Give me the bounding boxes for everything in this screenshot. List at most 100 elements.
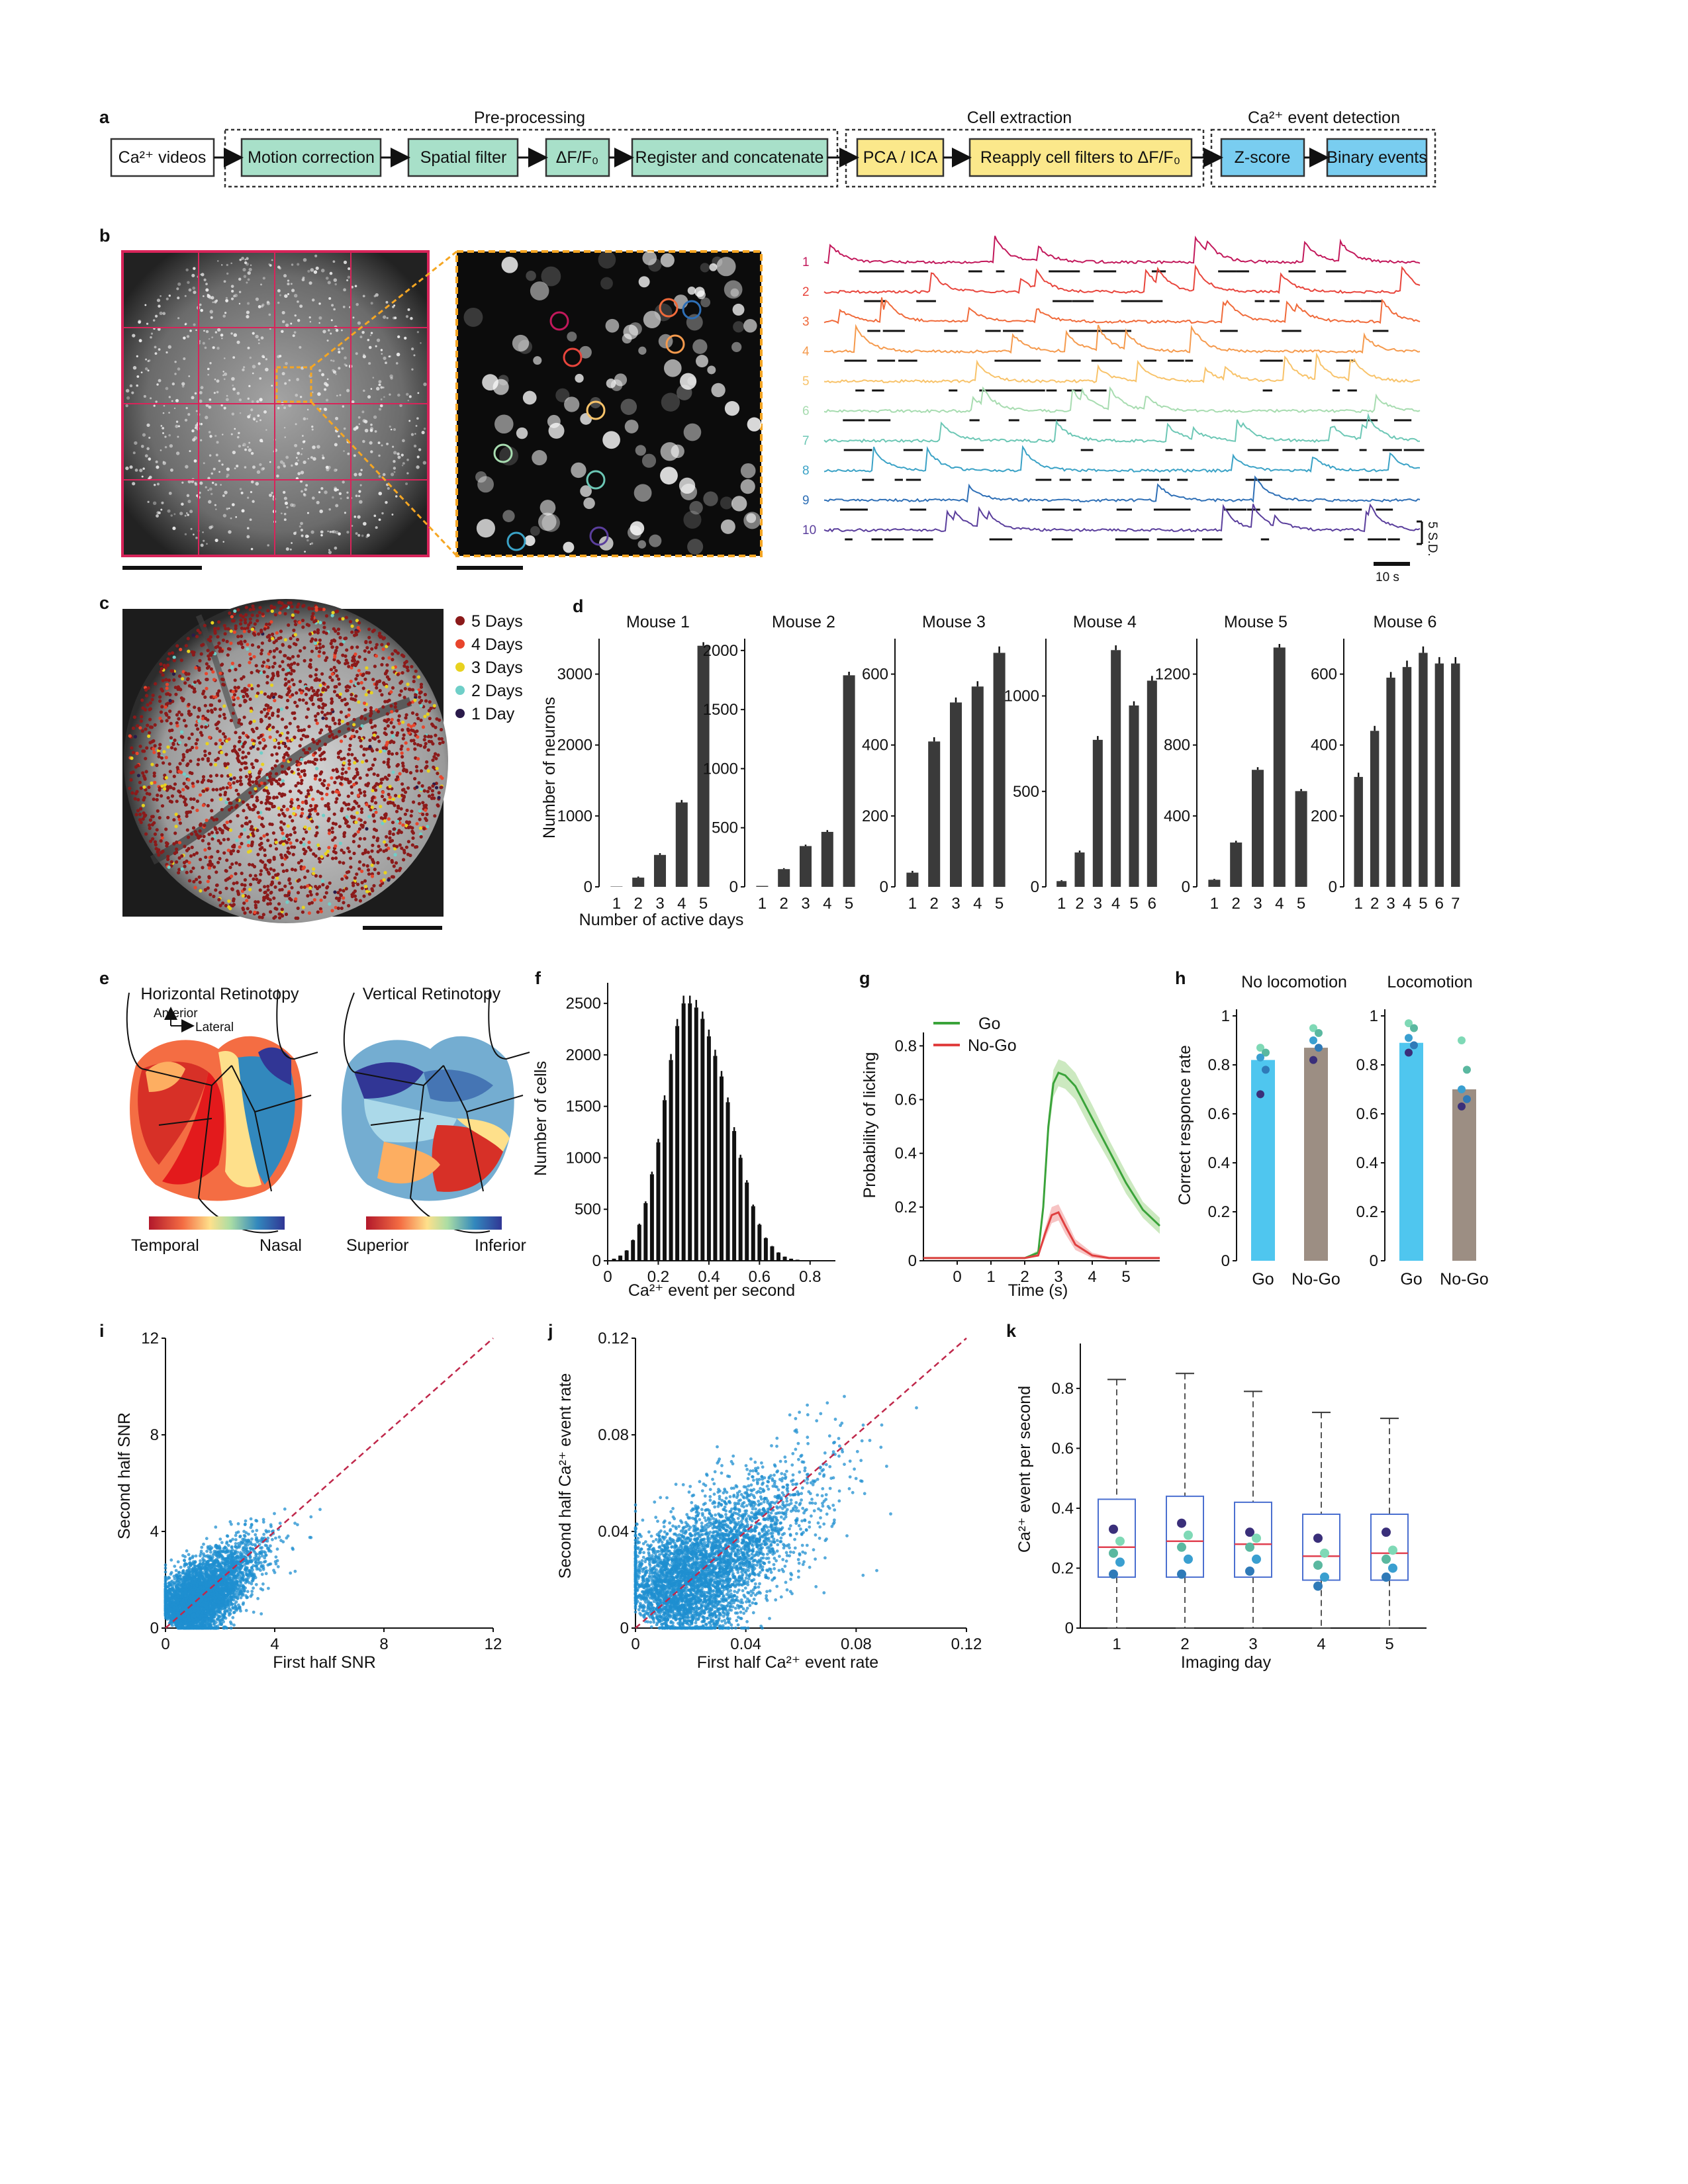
cell-dot bbox=[282, 822, 286, 826]
histogram-bar bbox=[789, 1258, 794, 1261]
cell-dot bbox=[407, 687, 411, 691]
f-y-axis-label: Number of cells bbox=[532, 1061, 550, 1176]
cell-dot bbox=[224, 886, 228, 890]
cell-dot bbox=[424, 742, 428, 746]
zoomed-cell bbox=[709, 263, 718, 271]
x-tick-label: 5 bbox=[1129, 895, 1138, 913]
cell-dot bbox=[170, 746, 174, 750]
cell-dot bbox=[220, 751, 224, 754]
cell-dot bbox=[371, 843, 375, 847]
fov-cell-dot bbox=[379, 404, 383, 408]
cell-dot bbox=[299, 814, 303, 818]
y-tick-label: 600 bbox=[1311, 666, 1337, 684]
cell-dot bbox=[234, 750, 238, 754]
zoomed-cell bbox=[724, 280, 743, 299]
cell-dot bbox=[130, 746, 134, 750]
cell-dot bbox=[404, 716, 408, 720]
cell-dot bbox=[287, 766, 291, 770]
cbar-inferior-label: Inferior bbox=[475, 1236, 526, 1255]
fov-cell-dot bbox=[269, 264, 272, 267]
cell-dot bbox=[222, 851, 226, 855]
cell-dot bbox=[378, 689, 382, 693]
cell-dot bbox=[277, 806, 281, 810]
cell-dot bbox=[374, 788, 378, 792]
fov-cell-dot bbox=[203, 462, 205, 465]
fov-cell-dot bbox=[290, 283, 293, 285]
fov-cell-dot bbox=[316, 445, 320, 449]
fov-cell-dot bbox=[375, 293, 379, 297]
cell-dot bbox=[205, 678, 209, 682]
zoomed-cell bbox=[731, 496, 747, 512]
cell-dot bbox=[385, 777, 389, 781]
cell-dot bbox=[321, 688, 325, 692]
cell-dot bbox=[284, 912, 289, 917]
fov-cell-dot bbox=[283, 490, 286, 494]
cell-dot bbox=[286, 824, 290, 828]
fov-cell-dot bbox=[315, 266, 319, 270]
fov-cell-dot bbox=[162, 412, 165, 414]
cell-dot bbox=[201, 717, 205, 721]
cell-dot bbox=[341, 767, 345, 771]
fov-cell-dot bbox=[235, 516, 238, 518]
cell-dot bbox=[270, 766, 275, 770]
cell-dot bbox=[256, 811, 260, 815]
cell-dot bbox=[289, 672, 293, 676]
cell-dot bbox=[324, 631, 328, 635]
cell-dot bbox=[243, 627, 247, 631]
fov-cell-dot bbox=[205, 283, 208, 286]
fov-cell-dot bbox=[392, 305, 395, 308]
fov-cell-dot bbox=[391, 514, 394, 516]
cell-dot bbox=[408, 701, 412, 705]
cell-dot bbox=[218, 903, 222, 907]
fov-cell-dot bbox=[145, 358, 148, 361]
cell-dot bbox=[333, 780, 337, 784]
cell-dot bbox=[139, 821, 143, 825]
fov-cell-dot bbox=[353, 454, 356, 457]
zoomed-cell bbox=[696, 355, 708, 368]
fov-cell-dot bbox=[209, 362, 212, 365]
zoomed-cell bbox=[610, 379, 623, 391]
x-tick-label: 3 bbox=[951, 895, 960, 913]
mouse-title: Mouse 3 bbox=[922, 613, 986, 631]
cell-dot bbox=[196, 628, 200, 633]
cell-dot bbox=[345, 648, 349, 652]
cell-dot bbox=[357, 827, 362, 831]
cell-dot bbox=[322, 757, 326, 761]
cell-dot bbox=[136, 797, 140, 801]
fov-cell-dot bbox=[401, 465, 404, 467]
cell-dot bbox=[287, 837, 291, 841]
cell-dot bbox=[419, 835, 423, 839]
cell-dot bbox=[177, 789, 181, 793]
zoomed-cell bbox=[730, 288, 739, 297]
fov-cell-dot bbox=[404, 336, 407, 340]
cell-dot bbox=[315, 721, 319, 725]
cell-dot bbox=[222, 623, 226, 627]
cell-dot bbox=[142, 811, 146, 815]
cell-dot bbox=[349, 865, 353, 869]
fov-cell-dot bbox=[200, 273, 202, 276]
fov-cell-dot bbox=[255, 482, 259, 486]
cell-dot bbox=[247, 751, 251, 755]
cell-dot bbox=[399, 807, 403, 811]
fov-cell-dot bbox=[205, 404, 209, 407]
cell-dot bbox=[409, 725, 413, 729]
histogram-bar bbox=[637, 1224, 641, 1261]
fov-cell-dot bbox=[155, 400, 158, 403]
bar bbox=[1452, 1089, 1476, 1261]
bar bbox=[697, 645, 710, 887]
scatter-point bbox=[252, 1586, 255, 1590]
cell-dot bbox=[314, 678, 318, 682]
fov-cell-dot bbox=[392, 445, 395, 448]
cell-dot bbox=[181, 677, 185, 681]
histogram-bar bbox=[643, 1203, 648, 1261]
fov-cell-dot bbox=[359, 500, 363, 504]
cell-dot bbox=[316, 790, 320, 794]
cell-dot bbox=[234, 788, 238, 792]
fov-cell-dot bbox=[201, 273, 205, 277]
fov-cell-dot bbox=[300, 480, 303, 483]
cell-dot bbox=[275, 759, 279, 763]
fov-cell-dot bbox=[193, 533, 195, 535]
y-tick-label: 2000 bbox=[566, 1046, 601, 1064]
fov-cell-dot bbox=[195, 329, 197, 332]
